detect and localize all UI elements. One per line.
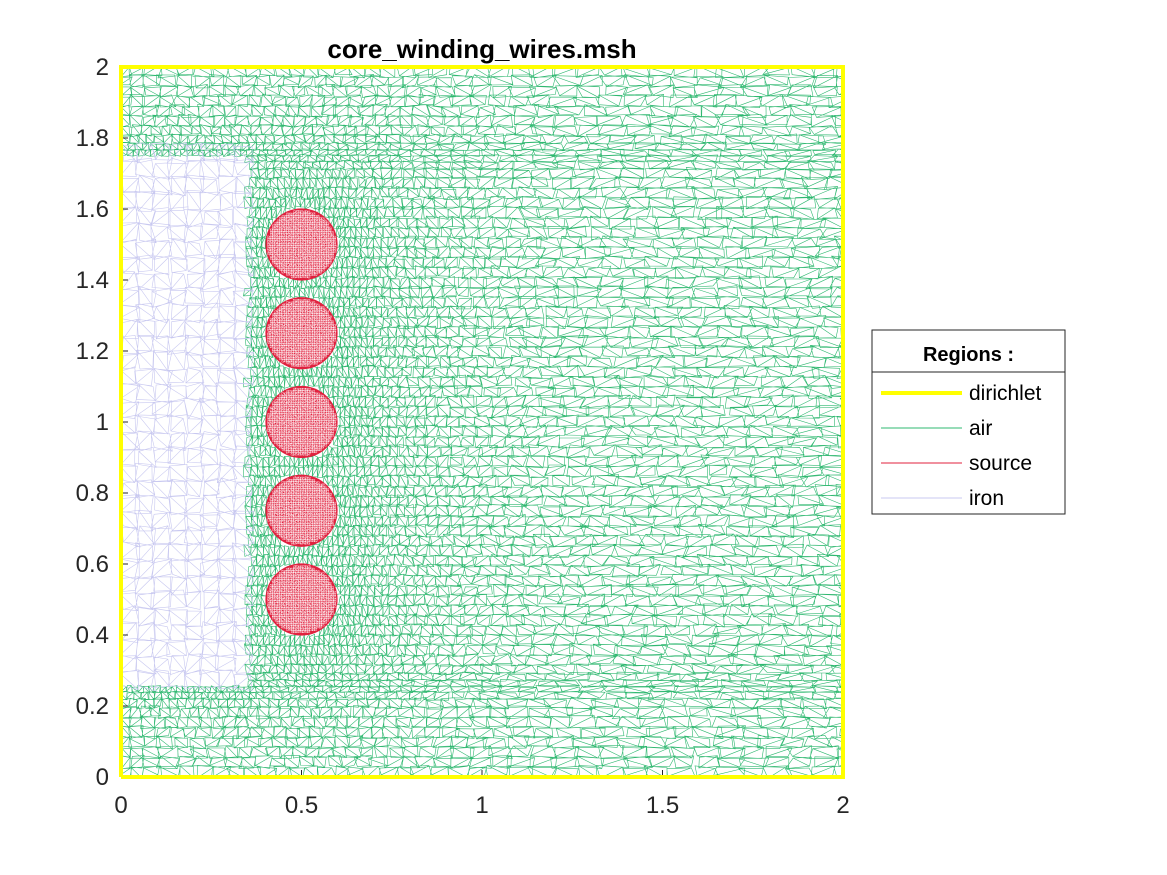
legend: Regions : dirichlet air source iron	[871, 329, 1066, 515]
mesh-layer	[121, 67, 843, 777]
legend-entries: dirichlet air source iron	[881, 382, 1042, 510]
legend-box	[871, 329, 1066, 515]
legend-label-iron: iron	[969, 487, 1004, 510]
y-tick-label: 0.4	[76, 622, 109, 649]
x-tick-label: 1	[475, 792, 488, 819]
legend-title: Regions :	[923, 344, 1014, 366]
plot-axes	[119, 65, 845, 779]
x-tick-labels: 0 0.5 1 1.5 2	[114, 792, 849, 819]
source-wire-2-mesh	[267, 476, 337, 545]
y-tick-label: 1.2	[76, 338, 109, 365]
y-tick-label: 1.4	[76, 267, 109, 294]
y-tick-label: 0	[96, 764, 109, 791]
y-tick-label: 1.6	[76, 196, 109, 223]
source-wire-5-mesh	[267, 210, 337, 279]
y-tick-label: 0.8	[76, 480, 109, 507]
legend-label-source: source	[969, 452, 1032, 475]
dirichlet-boundary-line	[119, 65, 845, 779]
x-tick-label: 2	[836, 792, 849, 819]
source-wire-1-mesh	[267, 565, 337, 634]
y-tick-label: 1	[96, 409, 109, 436]
y-tick-label: 0.2	[76, 693, 109, 720]
legend-label-dirichlet: dirichlet	[969, 382, 1042, 405]
y-tick-labels: 0 0.2 0.4 0.6 0.8 1 1.2 1.4 1.6 1.8 2	[76, 54, 109, 791]
iron-mesh	[121, 142, 255, 692]
source-wire-3-mesh	[267, 387, 337, 456]
y-tick-label: 1.8	[76, 125, 109, 152]
x-tick-label: 0.5	[285, 792, 318, 819]
air-mesh	[121, 67, 843, 777]
x-tick-label: 0	[114, 792, 127, 819]
x-tick-label: 1.5	[646, 792, 679, 819]
plot-title: core_winding_wires.msh	[327, 34, 636, 64]
legend-label-air: air	[969, 417, 992, 440]
y-tick-label: 2	[96, 54, 109, 81]
source-wire-4-mesh	[267, 298, 337, 367]
y-tick-label: 0.6	[76, 551, 109, 578]
